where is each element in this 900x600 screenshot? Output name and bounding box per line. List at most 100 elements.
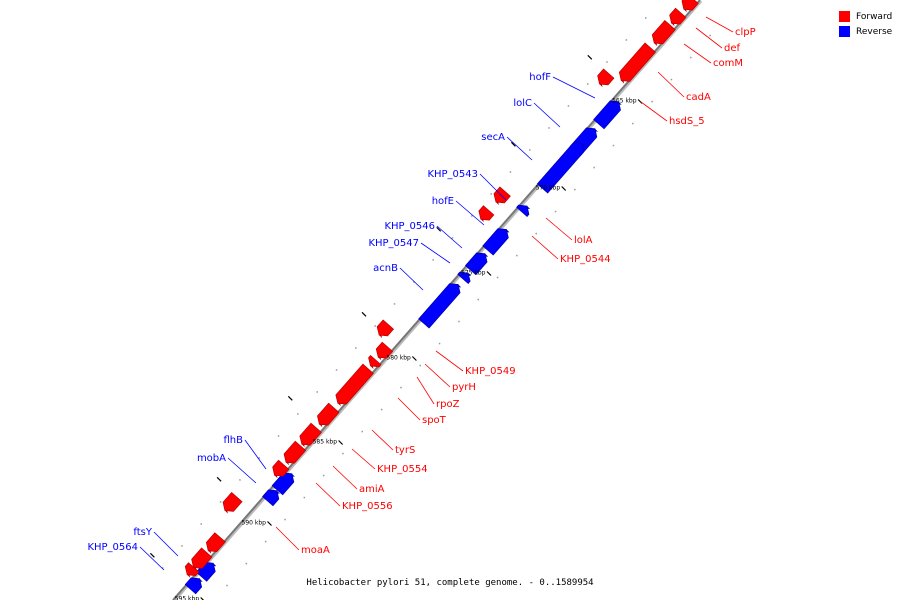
gene-label-clpP-leader [705, 16, 734, 33]
gene-label-ftsY-leader [153, 531, 179, 557]
legend-label-forward: Forward [856, 11, 893, 22]
gene-label-cadA-leader [657, 71, 685, 98]
forward-swatch [839, 11, 850, 22]
gene-hsdS_5 [597, 68, 615, 86]
gene-label-KHP_0547-leader [420, 242, 451, 264]
gene-label-lolC-label: lolC [513, 98, 532, 109]
gene-label-KHP_0543-label: KHP_0543 [427, 169, 478, 180]
gene-label-hsdS_5-label: hsdS_5 [669, 116, 705, 127]
gene-label-cadA-label: cadA [686, 92, 711, 103]
minor-tick-right [606, 61, 608, 63]
major-tick [486, 271, 492, 276]
minor-tick-right [529, 149, 531, 151]
minor-tick-right [335, 369, 338, 371]
minor-tick-right [451, 237, 454, 239]
minor-tick-left [303, 496, 306, 499]
gene-rpoZ [368, 354, 382, 368]
major-tick [510, 141, 516, 147]
gene-label-KHP_0564-label: KHP_0564 [87, 542, 138, 553]
gene-tyrS [317, 402, 340, 426]
gene-comM [651, 19, 676, 45]
gene-KHP_0547 [457, 271, 471, 285]
legend: Forward Reverse [839, 9, 892, 39]
gene-label-acnB-label: acnB [373, 263, 398, 274]
minor-tick-left [226, 584, 228, 587]
minor-tick-left [419, 364, 421, 367]
gene-mobA [262, 489, 280, 507]
gene-acnB [418, 283, 461, 329]
gene-KHP_0554 [299, 422, 322, 446]
gene-label-mobA-leader [227, 457, 257, 484]
gene-label-amiA-leader [332, 465, 358, 490]
minor-tick-left [342, 452, 344, 455]
minor-tick-left [516, 254, 518, 257]
gene-label-flhB-label: flhB [224, 435, 244, 446]
gene-label-KHP_0547-label: KHP_0547 [368, 238, 419, 249]
minor-tick-left [651, 100, 653, 103]
minor-tick-right [316, 391, 318, 393]
gene-label-rpoZ-leader [416, 376, 435, 405]
gene-KHP_0546 [464, 252, 488, 276]
map-caption: Helicobacter pylori 51, complete genome.… [306, 578, 594, 588]
major-tick [587, 54, 593, 60]
gene-KHP_0544 [478, 205, 495, 221]
gene-hofE [482, 228, 509, 256]
minor-tick-left [361, 430, 363, 433]
gene-label-KHP_0556-leader [315, 482, 341, 507]
minor-tick-right [432, 259, 434, 261]
minor-tick-right [219, 501, 222, 503]
gene-label-hofF-leader [552, 76, 596, 99]
major-tick [216, 476, 222, 482]
gene-label-hofF-label: hofF [529, 72, 551, 83]
gene-label-spoT-label: spoT [422, 415, 447, 426]
gene-lolA [493, 186, 511, 204]
gene-label-flhB-leader [244, 439, 267, 470]
gene-label-rpoZ-label: rpoZ [436, 399, 460, 410]
minor-tick-right [161, 567, 164, 569]
gene-label-pyrH-label: pyrH [452, 382, 476, 393]
tick-label: 575 kbp [461, 270, 486, 277]
gene-label-hofE-leader [455, 200, 485, 226]
gene-label-KHP_0549-label: KHP_0549 [465, 366, 516, 377]
minor-tick-right [413, 281, 415, 283]
minor-tick-left [554, 210, 557, 213]
gene-label-KHP_0544-leader [531, 235, 559, 260]
gene-hofF [593, 100, 621, 130]
gene-label-def-label: def [724, 43, 741, 54]
tick-label: 590 kbp [242, 520, 267, 527]
minor-tick-left [264, 540, 267, 543]
gene-secA [536, 142, 585, 194]
minor-tick-right [297, 413, 299, 415]
gene-KHP_0556 [272, 459, 290, 477]
gene-label-pyrH-leader [424, 363, 451, 388]
gene-label-moaA-label: moaA [301, 545, 330, 556]
gene-label-hsdS_5-leader [640, 101, 668, 122]
legend-item-reverse: Reverse [839, 24, 892, 39]
minor-tick-right [258, 457, 260, 459]
gene-label-KHP_0549-leader [435, 350, 464, 372]
minor-tick-left [322, 474, 325, 477]
gene-label-hofE-label: hofE [432, 196, 454, 207]
major-tick [267, 521, 272, 526]
minor-tick-right [625, 39, 628, 41]
tick-label: 570 kbp [536, 185, 561, 192]
gene-label-mobA-label: mobA [197, 453, 226, 464]
gene-label-tyrS-label: tyrS [395, 445, 415, 456]
minor-tick-left [632, 122, 634, 125]
gene-label-secA-label: secA [481, 132, 505, 143]
tick-label: 595 kbp [175, 596, 200, 600]
gene-label-KHP_0543-leader [479, 173, 507, 201]
gene-label-tyrS-leader [371, 429, 394, 451]
gene-label-spoT-leader [397, 397, 421, 421]
gene-label-KHP_0554-leader [351, 448, 376, 470]
gene-spoT [335, 363, 374, 405]
gene-label-moaA-leader [275, 526, 300, 551]
gene-label-KHP_0544-label: KHP_0544 [560, 254, 611, 265]
minor-tick-right [374, 325, 376, 327]
gene-label-def-leader [695, 27, 723, 49]
gene-label-KHP_0546-label: KHP_0546 [384, 221, 435, 232]
gene-label-lolC-leader [533, 102, 561, 128]
minor-tick-left [670, 78, 673, 81]
minor-tick-left [574, 188, 576, 191]
